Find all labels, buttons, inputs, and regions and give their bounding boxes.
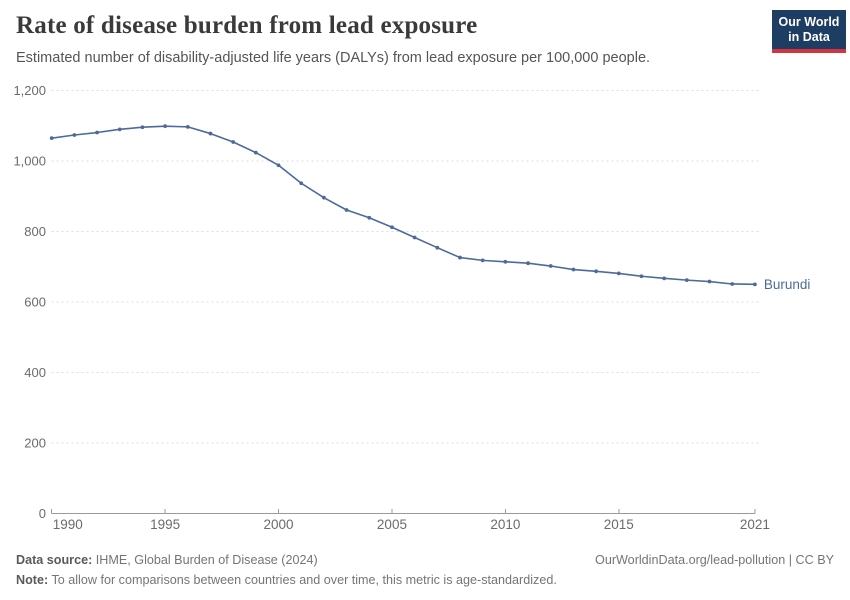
data-point[interactable] bbox=[95, 130, 99, 135]
license-badge: CC BY bbox=[795, 552, 835, 567]
data-point[interactable] bbox=[276, 163, 281, 168]
data-point[interactable] bbox=[163, 124, 168, 129]
data-point[interactable] bbox=[49, 136, 54, 141]
data-point[interactable] bbox=[322, 195, 326, 200]
data-point[interactable] bbox=[684, 278, 689, 283]
owid-logo-line1: Our World bbox=[778, 15, 840, 29]
note-value: To allow for comparisons between countri… bbox=[48, 572, 557, 587]
data-source: Data source: IHME, Global Burden of Dise… bbox=[16, 550, 318, 570]
data-point[interactable] bbox=[367, 215, 372, 220]
data-point[interactable] bbox=[185, 124, 190, 129]
owid-logo[interactable]: Our World in Data bbox=[772, 10, 846, 53]
series-line[interactable] bbox=[50, 125, 756, 286]
y-tick-label: 200 bbox=[24, 435, 46, 450]
data-point[interactable] bbox=[503, 259, 508, 264]
data-source-value: IHME, Global Burden of Disease (2024) bbox=[92, 552, 318, 567]
data-point[interactable] bbox=[526, 261, 530, 266]
data-point[interactable] bbox=[753, 282, 757, 287]
data-point[interactable] bbox=[480, 258, 485, 263]
data-point[interactable] bbox=[117, 127, 122, 132]
data-point[interactable] bbox=[730, 282, 735, 286]
data-point[interactable] bbox=[662, 276, 667, 281]
data-point[interactable] bbox=[707, 279, 712, 284]
data-point[interactable] bbox=[616, 271, 621, 276]
y-tick-label: 1,000 bbox=[13, 154, 46, 169]
x-tick-label: 2021 bbox=[740, 517, 770, 532]
x-tick-label: 2005 bbox=[377, 517, 407, 532]
x-tick-label: 1995 bbox=[150, 517, 180, 532]
footer-right: OurWorldinData.org/lead-pollution | CC B… bbox=[595, 550, 834, 570]
data-point[interactable] bbox=[458, 255, 462, 260]
x-tick-label: 1990 bbox=[53, 517, 83, 532]
chart-footer: Data source: IHME, Global Burden of Dise… bbox=[16, 550, 834, 590]
data-point[interactable] bbox=[548, 264, 553, 268]
x-tick-label: 2000 bbox=[264, 517, 294, 532]
y-tick-label: 0 bbox=[39, 506, 46, 521]
y-tick-label: 400 bbox=[24, 365, 46, 380]
data-point[interactable] bbox=[344, 208, 349, 212]
data-point[interactable] bbox=[72, 133, 77, 137]
data-point[interactable] bbox=[253, 150, 258, 155]
y-tick-label: 800 bbox=[24, 224, 46, 239]
data-point[interactable] bbox=[299, 181, 304, 186]
data-point[interactable] bbox=[412, 235, 417, 240]
note-label: Note: bbox=[16, 572, 49, 587]
y-tick-label: 1,200 bbox=[13, 83, 46, 98]
y-tick-label: 600 bbox=[24, 294, 46, 309]
chart-subtitle: Estimated number of disability-adjusted … bbox=[16, 50, 651, 66]
data-point[interactable] bbox=[390, 225, 394, 230]
data-point[interactable] bbox=[594, 269, 599, 274]
x-tick-label: 2010 bbox=[490, 517, 520, 532]
data-point[interactable] bbox=[140, 125, 145, 130]
data-point[interactable] bbox=[435, 245, 440, 250]
data-point[interactable] bbox=[208, 131, 213, 136]
owid-logo-line2: in Data bbox=[788, 30, 830, 44]
data-point[interactable] bbox=[571, 267, 576, 272]
license-separator: | bbox=[785, 552, 796, 567]
data-point[interactable] bbox=[639, 274, 644, 279]
owid-url-link[interactable]: OurWorldinData.org/lead-pollution bbox=[595, 552, 786, 567]
data-point[interactable] bbox=[231, 140, 236, 144]
page-title: Rate of disease burden from lead exposur… bbox=[16, 12, 478, 39]
series-end-label[interactable]: Burundi bbox=[764, 277, 811, 292]
x-tick-label: 2015 bbox=[604, 517, 634, 532]
data-source-label: Data source: bbox=[16, 552, 93, 567]
